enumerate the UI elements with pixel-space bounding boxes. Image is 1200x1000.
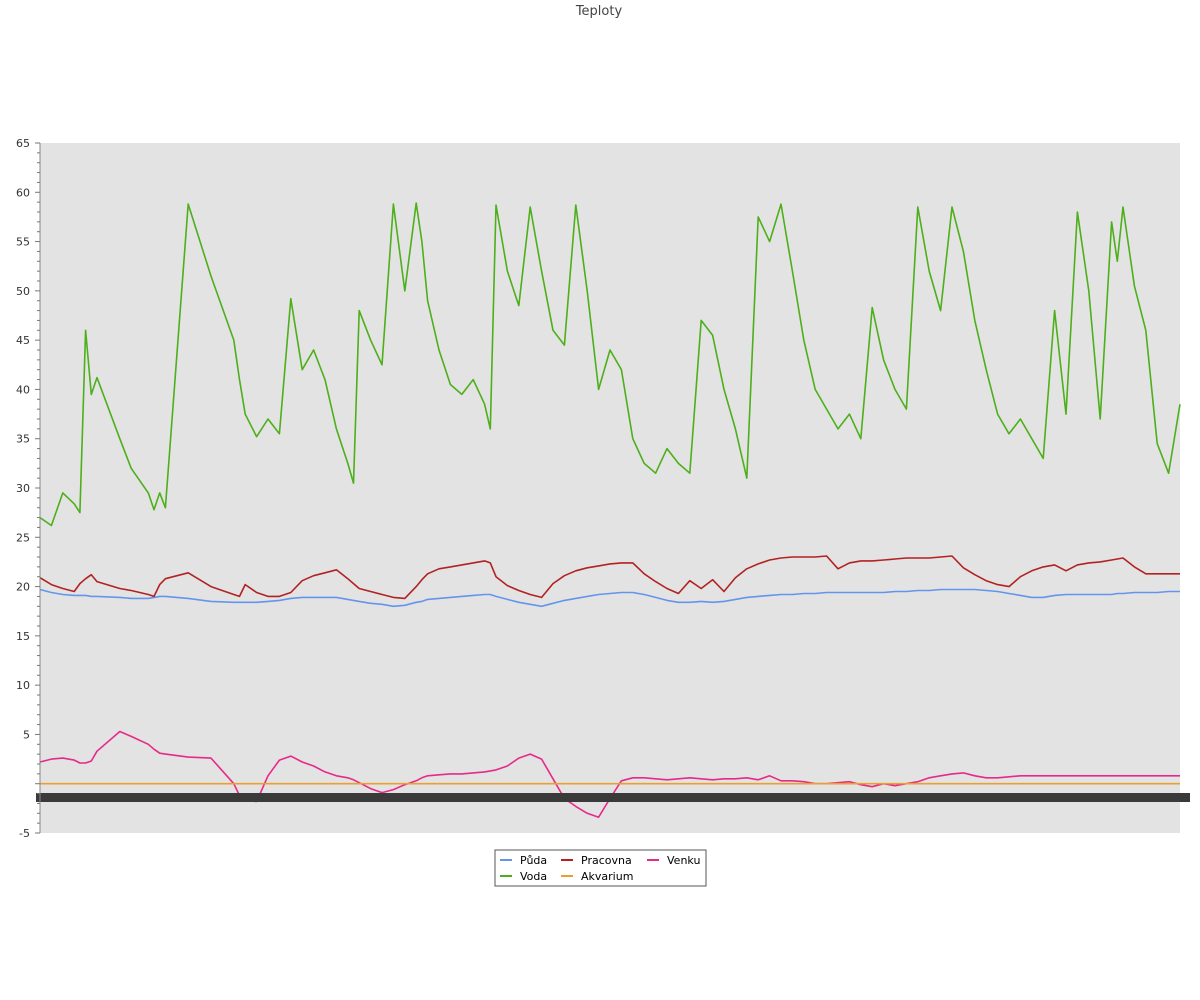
series-line-4 [39,202,1181,527]
series-line-1 [39,555,1180,600]
y-tick-label: 55 [16,236,30,249]
plot-area [40,143,1180,833]
y-axis: -5 5 10 15 20 25 30 35 40 45 50 55 60 65 [16,137,41,840]
legend-box [494,849,707,887]
legend-label-4: Voda [520,870,547,883]
y-tick-label: 15 [16,630,30,643]
legend-label-2: Venku [667,854,700,867]
legend-label-1: Pracovna [581,854,632,867]
y-tick-label: 25 [16,531,30,544]
y-tick-label: 5 [23,728,30,741]
y-tick-label: 45 [16,334,30,347]
x-axis-tick-band [36,793,1190,802]
y-tick-label: 40 [16,383,30,396]
y-tick-label: 50 [16,285,30,298]
y-tick-label: 65 [16,137,30,150]
y-tick-label: 10 [16,679,30,692]
y-tick-label: 35 [16,433,30,446]
y-tick-label: 30 [16,482,30,495]
y-tick-label: -5 [19,827,30,840]
legend-label-0: Půda [520,854,547,867]
y-tick-label: 20 [16,581,30,594]
series-line-0 [39,588,1180,608]
y-tick-label: 60 [16,186,30,199]
legend: Půda Pracovna Venku Voda Akvarium [494,849,707,887]
chart-title: Teploty [575,4,623,19]
legend-label-3: Akvarium [581,870,633,883]
